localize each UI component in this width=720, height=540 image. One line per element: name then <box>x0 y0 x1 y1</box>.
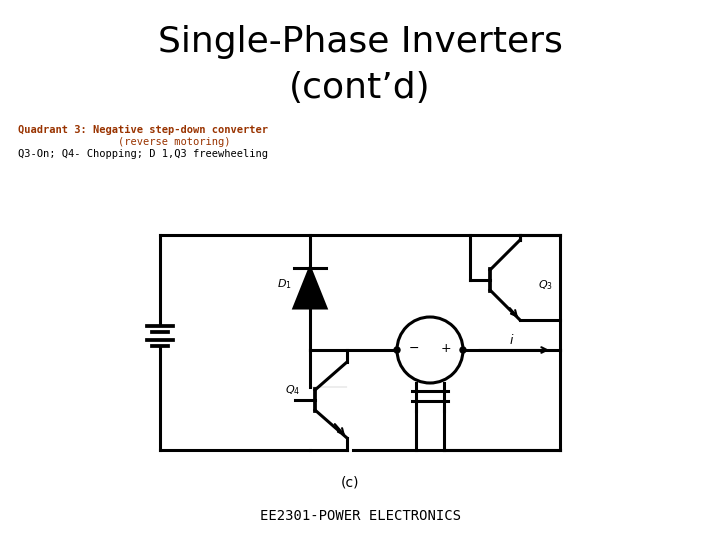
Text: (c): (c) <box>341 476 359 490</box>
Text: +: + <box>441 341 451 354</box>
Text: $Q_4$: $Q_4$ <box>285 383 301 397</box>
Text: Quadrant 3: Negative step-down converter: Quadrant 3: Negative step-down converter <box>18 125 268 135</box>
Text: $Q_3$: $Q_3$ <box>538 278 553 292</box>
Text: $D_1$: $D_1$ <box>276 277 292 291</box>
Text: (reverse motoring): (reverse motoring) <box>18 137 230 147</box>
Polygon shape <box>294 268 326 308</box>
Text: (cont’d): (cont’d) <box>289 71 431 105</box>
Text: Single-Phase Inverters: Single-Phase Inverters <box>158 25 562 59</box>
Circle shape <box>394 347 400 353</box>
Text: −: − <box>409 341 419 354</box>
Text: EE2301-POWER ELECTRONICS: EE2301-POWER ELECTRONICS <box>259 509 461 523</box>
Circle shape <box>460 347 466 353</box>
Text: Q3-On; Q4- Chopping; D 1,Q3 freewheeling: Q3-On; Q4- Chopping; D 1,Q3 freewheeling <box>18 149 268 159</box>
Text: $i$: $i$ <box>509 333 514 347</box>
